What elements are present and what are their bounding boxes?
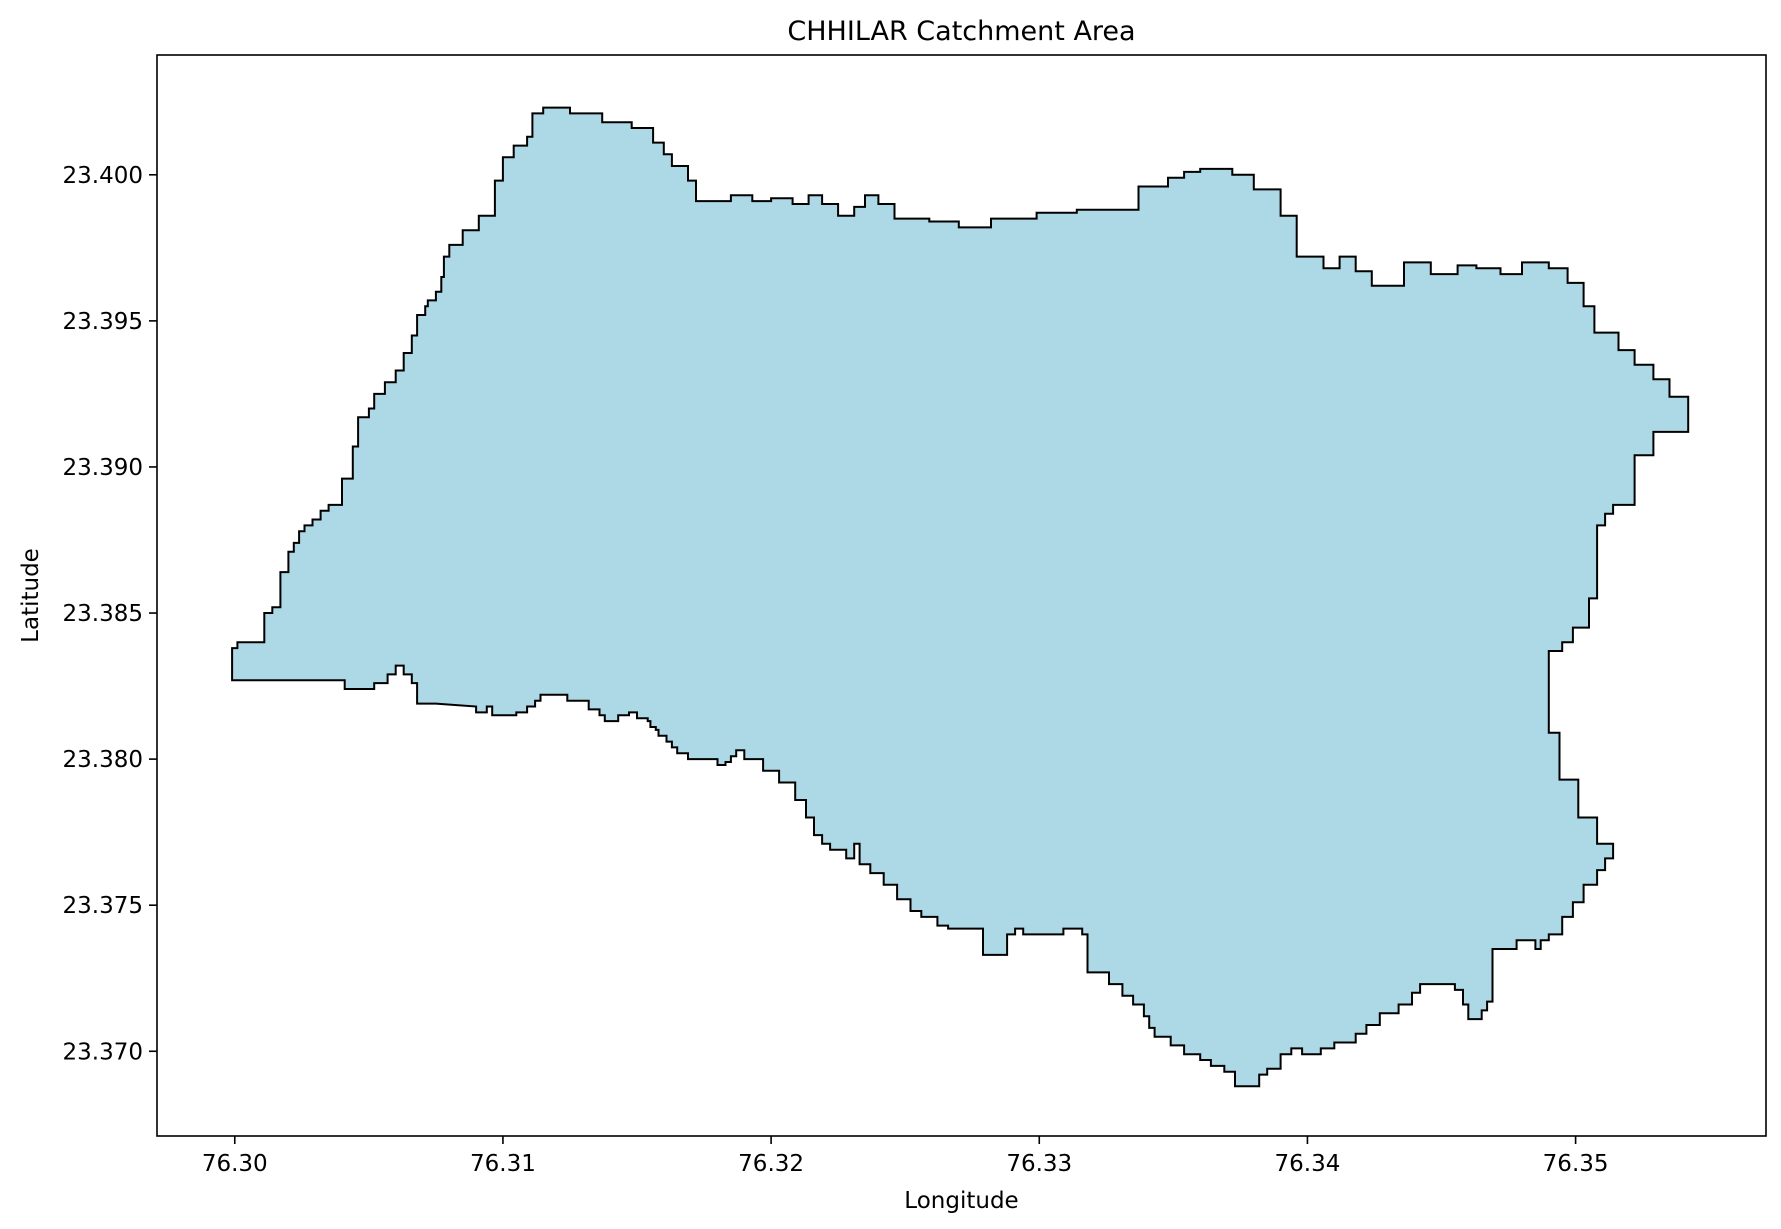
chart-title: CHHILAR Catchment Area xyxy=(787,16,1135,47)
axes-frame xyxy=(156,54,1767,1137)
y-tick-label: 23.380 xyxy=(63,747,143,773)
x-tick-label: 76.35 xyxy=(1543,1151,1609,1177)
x-axis-label: Longitude xyxy=(904,1188,1018,1214)
y-tick-label: 23.370 xyxy=(63,1039,143,1065)
y-axis-ticks: 23.370 23.375 23.380 23.385 23.390 23.395 23.4… xyxy=(63,163,157,1065)
y-tick-label: 23.390 xyxy=(63,455,143,481)
y-tick-label: 23.395 xyxy=(63,309,143,335)
plot-area xyxy=(231,106,1690,1088)
x-tick-label: 76.34 xyxy=(1275,1151,1341,1177)
x-axis-ticks: 76.30 76.31 76.32 76.33 76.34 76.35 xyxy=(202,1136,1609,1177)
x-tick-label: 76.33 xyxy=(1006,1151,1072,1177)
x-tick-label: 76.30 xyxy=(202,1151,268,1177)
y-tick-label: 23.400 xyxy=(63,163,143,189)
x-tick-label: 76.32 xyxy=(738,1151,804,1177)
catchment-polygon xyxy=(231,106,1690,1088)
y-axis-label: Latitude xyxy=(18,548,44,643)
x-tick-label: 76.31 xyxy=(470,1151,536,1177)
y-tick-label: 23.385 xyxy=(63,601,143,627)
y-tick-label: 23.375 xyxy=(63,893,143,919)
